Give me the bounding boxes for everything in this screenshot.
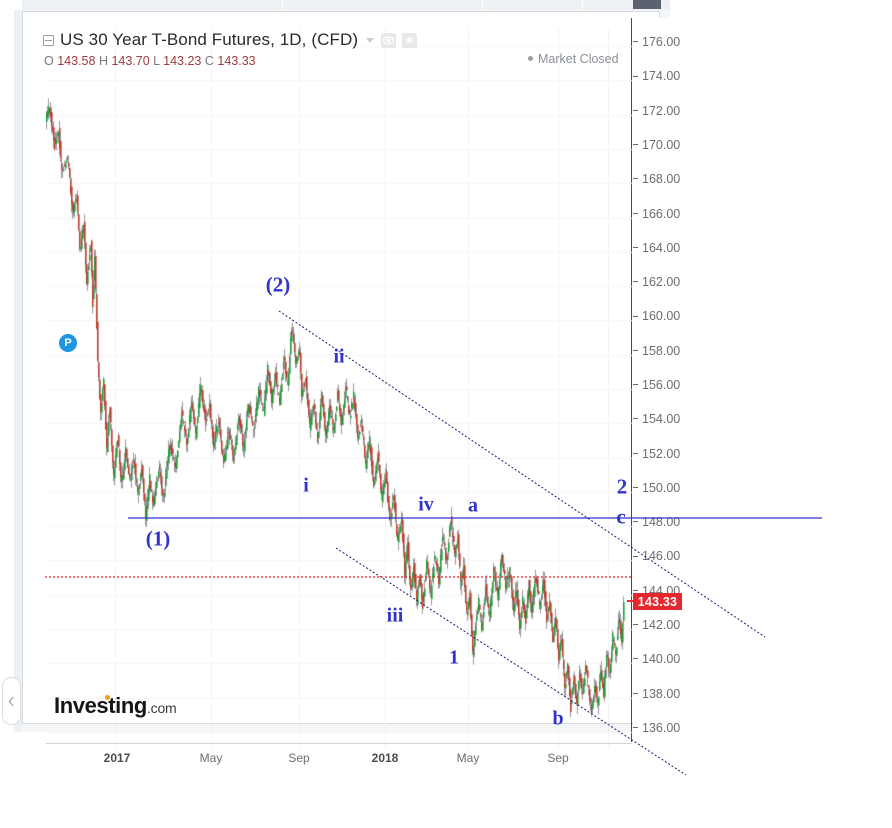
- collapse-panel-handle[interactable]: [2, 677, 21, 725]
- price-axis-tick: 160.00: [633, 309, 680, 323]
- price-axis-tick: 168.00: [633, 172, 680, 186]
- price-axis-tick: 136.00: [633, 721, 680, 735]
- price-axis-tick: 172.00: [633, 104, 680, 118]
- price-axis-tick: 150.00: [633, 481, 680, 495]
- time-axis-tick: 2017: [103, 751, 131, 765]
- time-axis-tick: Sep: [288, 751, 310, 765]
- current-price-badge: 143.33: [627, 593, 682, 611]
- price-axis-tick: 152.00: [633, 447, 680, 461]
- wave-label-a[interactable]: a: [468, 494, 478, 517]
- candlestick-canvas[interactable]: [46, 29, 632, 749]
- symbol-row: US 30 Year T-Bond Futures, 1D, (CFD): [43, 30, 418, 50]
- wave-label-c[interactable]: c: [616, 504, 626, 529]
- top-strip-segments: [22, 0, 670, 10]
- ohlc-row: O 143.58 H 143.70 L 143.23 C 143.33: [44, 54, 256, 68]
- watermark-main: Investing: [54, 693, 147, 718]
- price-axis-tick: 174.00: [633, 69, 680, 83]
- time-axis-tick: May: [199, 751, 223, 765]
- ohlc-high-label: H: [98, 54, 108, 68]
- chevron-left-icon: [8, 696, 14, 706]
- top-strip: [22, 0, 670, 10]
- price-axis-tick: 142.00: [633, 618, 680, 632]
- price-axis[interactable]: 176.00 174.00 172.00 170.00 168.00 166.00 164.…: [627, 18, 683, 736]
- plot-frame: [23, 18, 632, 749]
- ohlc-close-value: 143.33: [217, 54, 256, 68]
- price-axis-tick: 138.00: [633, 687, 680, 701]
- wave-label-b[interactable]: b: [552, 707, 564, 730]
- ohlc-open-label: O: [44, 54, 54, 68]
- wave-label-i[interactable]: i: [303, 474, 309, 497]
- status-badge: Market Closed: [528, 52, 619, 66]
- watermark-suffix: .com: [146, 700, 177, 716]
- time-axis-tick: May: [456, 751, 480, 765]
- price-axis-tick: 162.00: [633, 275, 680, 289]
- top-dark-block: [633, 0, 661, 9]
- plot-area[interactable]: [46, 29, 632, 749]
- wave-label-2[interactable]: (2): [265, 272, 291, 297]
- gear-icon[interactable]: [402, 32, 418, 48]
- gear-icon-glyph: [405, 35, 414, 44]
- ohlc-close-label: C: [204, 54, 214, 68]
- time-axis-tick: Sep: [547, 751, 569, 765]
- wave-label-2[interactable]: 2: [616, 474, 628, 499]
- status-dot-icon: [528, 56, 533, 62]
- eye-icon[interactable]: [381, 32, 397, 48]
- investing-com-watermark: Investing .com: [54, 693, 177, 719]
- wave-label-ii[interactable]: ii: [333, 345, 345, 368]
- ohlc-open-value: 143.58: [57, 54, 96, 68]
- wave-label-iv[interactable]: iv: [418, 493, 434, 516]
- market-status-label: Market Closed: [538, 52, 619, 66]
- time-axis[interactable]: 2017 May Sep 2018 May Sep: [23, 743, 632, 769]
- price-axis-tick: 146.00: [633, 549, 680, 563]
- left-rail: [14, 10, 24, 732]
- price-axis-tick: 140.00: [633, 652, 680, 666]
- watermark-dot-icon: [105, 695, 110, 700]
- chart-header: US 30 Year T-Bond Futures, 1D, (CFD) O 1…: [43, 30, 659, 76]
- chevron-down-icon[interactable]: [366, 37, 375, 43]
- price-axis-tick: 158.00: [633, 344, 680, 358]
- price-axis-tick: 164.00: [633, 241, 680, 255]
- price-axis-tick: 148.00: [633, 515, 680, 529]
- wave-label-1[interactable]: 1: [449, 646, 459, 669]
- price-axis-tick: 170.00: [633, 138, 680, 152]
- ohlc-high-value: 143.70: [111, 54, 150, 68]
- price-axis-tick: 156.00: [633, 378, 680, 392]
- time-axis-line: [46, 743, 632, 744]
- time-axis-tick: 2018: [371, 751, 399, 765]
- wave-label-1[interactable]: (1): [145, 526, 171, 551]
- eye-icon-glyph: [383, 35, 395, 45]
- ohlc-low-value: 143.23: [163, 54, 202, 68]
- price-axis-tick: 166.00: [633, 207, 680, 221]
- wave-label-iii[interactable]: iii: [386, 604, 404, 627]
- minus-box-icon[interactable]: [43, 34, 54, 46]
- pivot-marker-p[interactable]: P: [59, 334, 77, 352]
- page-title: US 30 Year T-Bond Futures, 1D, (CFD): [60, 30, 359, 49]
- price-axis-tick: 154.00: [633, 412, 680, 426]
- ohlc-low-label: L: [153, 54, 160, 68]
- price-axis-tick: 176.00: [633, 35, 680, 49]
